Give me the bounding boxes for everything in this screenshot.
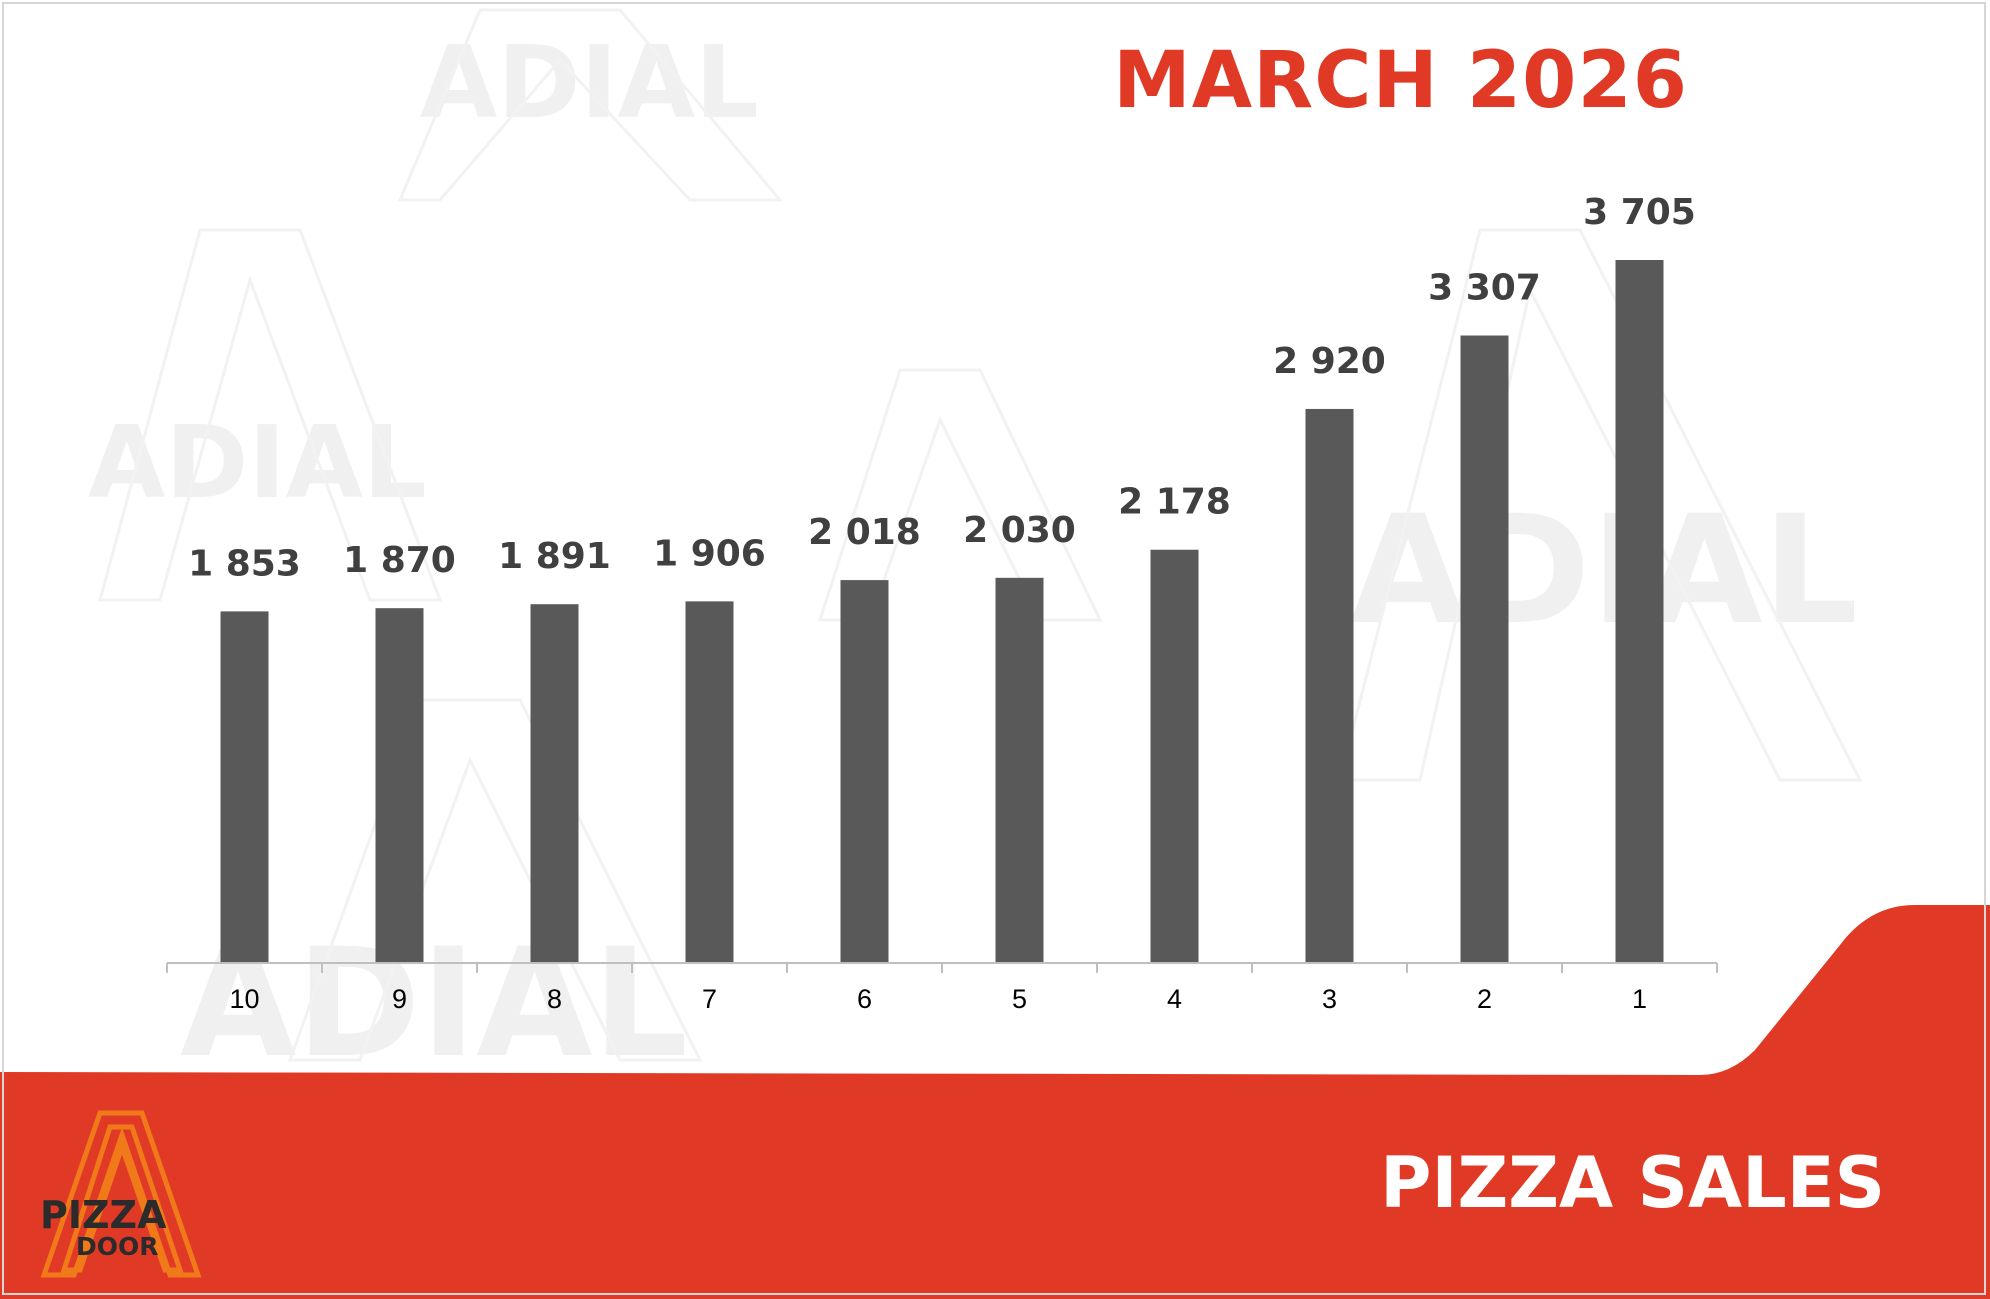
watermark-text: ADIAL <box>88 404 427 521</box>
logo-text-line2: DOOR <box>76 1232 159 1261</box>
bar-6 <box>840 580 889 963</box>
bar-5 <box>995 577 1044 963</box>
value-label-8: 1 891 <box>498 536 611 577</box>
watermark-text: ADIAL <box>420 24 759 141</box>
value-label-2: 3 307 <box>1428 268 1541 309</box>
x-tick-label-5: 5 <box>1012 984 1027 1014</box>
value-label-1: 3 705 <box>1583 192 1696 233</box>
bar-10 <box>220 611 269 963</box>
value-label-9: 1 870 <box>343 540 456 581</box>
x-tick-label-2: 2 <box>1477 984 1492 1014</box>
x-tick-label-9: 9 <box>392 984 407 1014</box>
bar-3 <box>1305 408 1354 963</box>
bar-2 <box>1460 335 1509 963</box>
value-label-7: 1 906 <box>653 533 766 574</box>
value-label-4: 2 178 <box>1118 482 1231 523</box>
x-tick-label-4: 4 <box>1167 984 1182 1014</box>
x-tick-label-6: 6 <box>857 984 872 1014</box>
logo-a-mark <box>40 1110 202 1278</box>
x-tick-label-3: 3 <box>1322 984 1337 1014</box>
bar-9 <box>375 608 424 963</box>
bars <box>220 260 1664 963</box>
value-label-3: 2 920 <box>1273 341 1386 382</box>
bar-1 <box>1615 260 1664 963</box>
bar-8 <box>530 604 579 963</box>
chart-title: MARCH 2026 <box>1113 36 1688 126</box>
x-tick-label-10: 10 <box>229 984 259 1014</box>
x-axis: 10 9 8 7 6 5 4 3 2 1 <box>166 962 1718 1014</box>
logo-text-line1: PIZZA <box>40 1193 167 1237</box>
bar-4 <box>1150 549 1199 963</box>
x-tick-label-8: 8 <box>547 984 562 1014</box>
footer-title: PIZZA SALES <box>1380 1142 1885 1224</box>
pizza-door-logo: PIZZA DOOR <box>40 1110 202 1278</box>
value-label-5: 2 030 <box>963 510 1076 551</box>
value-label-6: 2 018 <box>808 512 921 553</box>
watermark-text: ADIAL <box>1350 484 1858 658</box>
x-tick-label-7: 7 <box>702 984 717 1014</box>
value-label-10: 1 853 <box>188 543 301 584</box>
bar-7 <box>685 601 734 963</box>
value-labels: 1 853 1 870 1 891 1 906 2 018 2 030 2 178 2 920… <box>188 192 1696 584</box>
x-tick-label-1: 1 <box>1632 984 1647 1014</box>
